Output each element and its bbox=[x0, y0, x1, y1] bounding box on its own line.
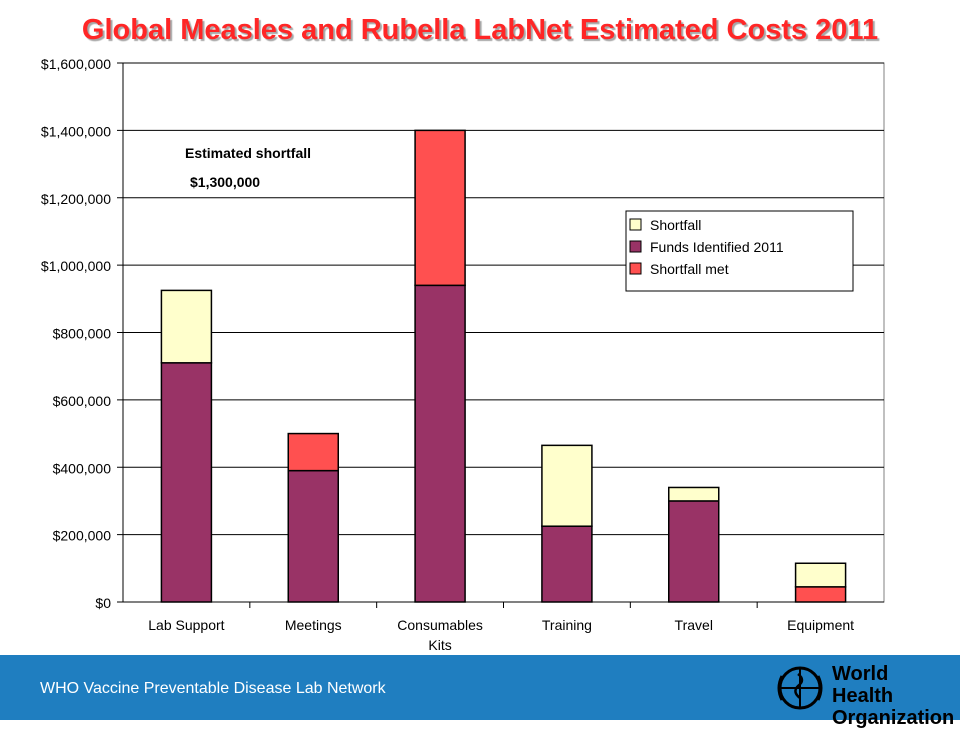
bar-funds-identified-2011 bbox=[541, 525, 593, 603]
bar-funds-identified-2011 bbox=[668, 500, 720, 603]
y-tick-label: $200,000 bbox=[53, 528, 112, 544]
annotations: Estimated shortfall $1,300,000 bbox=[185, 145, 311, 190]
bar-shortfall bbox=[160, 289, 213, 364]
legend: Shortfall Funds Identified 2011 Shortfall … bbox=[625, 210, 854, 292]
stacked-bar-chart: $0 $200,000 $400,000 $600,000 $800,000 $1,000… bbox=[41, 56, 885, 653]
y-tick-label: $1,400,000 bbox=[41, 123, 111, 139]
bar-shortfall bbox=[794, 562, 847, 588]
bar-funds-identified-2011 bbox=[414, 284, 466, 603]
who-wordmark-line2: Organization bbox=[832, 707, 955, 729]
y-tick-label: $0 bbox=[95, 595, 111, 611]
bar-shortfall bbox=[668, 486, 720, 502]
x-tick-label: Travel bbox=[675, 617, 713, 633]
footer-bar: WHO Vaccine Preventable Disease Lab Netw… bbox=[0, 655, 960, 729]
x-tick-label: Training bbox=[542, 617, 592, 633]
legend-label: Shortfall bbox=[650, 217, 701, 233]
bar-shortfall-met bbox=[414, 129, 466, 287]
x-tick-label: Consumables bbox=[397, 617, 483, 633]
x-tick-label: Kits bbox=[428, 637, 451, 653]
gridlines bbox=[122, 62, 885, 603]
who-wordmark: World Health Organization bbox=[832, 663, 954, 729]
page-title: Global Measles and Rubella LabNet Estima… bbox=[81, 14, 879, 46]
y-tick-label: $1,200,000 bbox=[41, 191, 111, 207]
legend-box bbox=[625, 210, 854, 292]
y-tick-label: $800,000 bbox=[53, 326, 112, 342]
legend-label: Funds Identified 2011 bbox=[650, 239, 784, 255]
bar-shortfall-met bbox=[794, 586, 847, 603]
x-tick-label: Equipment bbox=[787, 617, 854, 633]
annotation-shortfall-amount: $1,300,000 bbox=[190, 174, 260, 190]
y-tick-label: $1,600,000 bbox=[41, 56, 111, 72]
legend-swatch bbox=[629, 218, 642, 231]
who-emblem-icon bbox=[777, 666, 823, 710]
legend-swatch bbox=[629, 262, 642, 275]
footer-text: WHO Vaccine Preventable Disease Lab Netw… bbox=[40, 680, 386, 697]
x-tick-label: Meetings bbox=[285, 617, 342, 633]
who-logo: World Health Organization bbox=[772, 658, 954, 729]
bar-shortfall-met bbox=[287, 432, 339, 472]
who-wordmark-line1: World Health bbox=[832, 663, 894, 707]
bars bbox=[160, 129, 847, 603]
bar-funds-identified-2011 bbox=[287, 469, 339, 603]
x-tick-label: Lab Support bbox=[148, 617, 224, 633]
bar-funds-identified-2011 bbox=[160, 362, 213, 603]
bar-shortfall bbox=[541, 444, 593, 527]
y-tick-label: $1,000,000 bbox=[41, 258, 111, 274]
legend-swatch bbox=[629, 240, 642, 253]
y-tick-label: $400,000 bbox=[53, 460, 112, 476]
y-tick-label: $600,000 bbox=[53, 393, 112, 409]
legend-label: Shortfall met bbox=[650, 261, 729, 277]
annotation-estimated-shortfall: Estimated shortfall bbox=[185, 145, 311, 161]
axes: $0 $200,000 $400,000 $600,000 $800,000 $1,000… bbox=[41, 56, 884, 653]
